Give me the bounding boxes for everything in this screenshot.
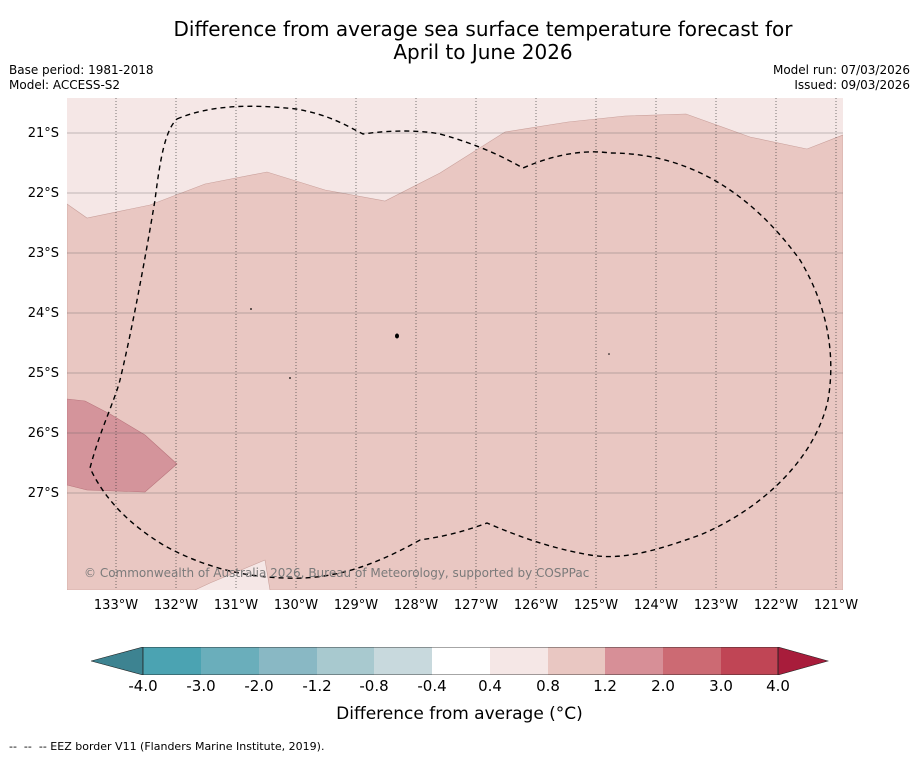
- anomaly-0.8-1.2-zone: [67, 113, 843, 590]
- colorbar-segment: [663, 647, 721, 675]
- metadata-left: Base period: 1981-2018 Model: ACCESS-S2: [9, 63, 154, 93]
- colorbar-tick-label: 0.4: [478, 677, 502, 695]
- anomaly-1.2-2.0-zone: [67, 398, 178, 493]
- colorbar-tick-label: -3.0: [186, 677, 216, 695]
- lat-label: 21°S: [27, 126, 59, 141]
- colorbar-segment: [432, 647, 490, 675]
- base-period: Base period: 1981-2018: [9, 63, 154, 77]
- colorbar-tick-label: 2.0: [651, 677, 675, 695]
- lat-label: 26°S: [27, 426, 59, 441]
- colorbar-tick-label: 4.0: [766, 677, 790, 695]
- colorbar-segment: [374, 647, 432, 675]
- title-line-2: April to June 2026: [393, 40, 573, 64]
- colorbar-tick-label: -4.0: [128, 677, 158, 695]
- colorbar-segment: [548, 647, 605, 675]
- issued-date: Issued: 09/03/2026: [794, 78, 910, 92]
- colorbar-tick-label: -2.0: [244, 677, 274, 695]
- copyright-notice: © Commonwealth of Australia 2026, Bureau…: [84, 566, 590, 580]
- metadata-right: Model run: 07/03/2026 Issued: 09/03/2026: [773, 63, 910, 93]
- colorbar-segment: [721, 647, 778, 675]
- colorbar-segment: [143, 647, 201, 675]
- lon-label: 125°W: [573, 598, 619, 613]
- lon-label: 129°W: [333, 598, 379, 613]
- islands: [250, 308, 610, 379]
- colorbar: [89, 646, 830, 676]
- model-run: Model run: 07/03/2026: [772, 63, 910, 77]
- colorbar-segment: [490, 647, 548, 675]
- lon-label: 122°W: [753, 598, 799, 613]
- colorbar-segment: [259, 647, 317, 675]
- colorbar-low-extend: [89, 646, 144, 676]
- eez-footnote: -- -- -- EEZ border V11 (Flanders Marine…: [9, 740, 325, 753]
- colorbar-tick-label: 1.2: [593, 677, 617, 695]
- longitude-gridlines: [115, 98, 837, 590]
- map-title: Difference from average sea surface temp…: [0, 18, 919, 64]
- lon-label: 131°W: [213, 598, 259, 613]
- lon-label: 121°W: [813, 598, 859, 613]
- lat-label: 27°S: [27, 486, 59, 501]
- lon-label: 130°W: [273, 598, 319, 613]
- eez-border: [89, 105, 832, 579]
- lon-label: 128°W: [393, 598, 439, 613]
- colorbar-segment: [317, 647, 374, 675]
- latitude-gridlines: [67, 132, 843, 494]
- colorbar-high-extend: [777, 646, 830, 676]
- lon-label: 126°W: [513, 598, 559, 613]
- lat-label: 25°S: [27, 366, 59, 381]
- colorbar-tick-label: 0.8: [536, 677, 560, 695]
- lat-label: 22°S: [27, 186, 59, 201]
- lon-label: 123°W: [693, 598, 739, 613]
- colorbar-tick-label: -0.4: [417, 677, 447, 695]
- colorbar-segment: [201, 647, 259, 675]
- model-name: Model: ACCESS-S2: [9, 78, 121, 92]
- colorbar-tick-label: 3.0: [709, 677, 733, 695]
- lat-label: 24°S: [27, 306, 59, 321]
- lon-label: 132°W: [153, 598, 199, 613]
- colorbar-tick-label: -0.8: [359, 677, 389, 695]
- map-area[interactable]: [67, 98, 843, 590]
- lat-label: 23°S: [27, 246, 59, 261]
- lon-label: 127°W: [453, 598, 499, 613]
- lon-label: 124°W: [633, 598, 679, 613]
- colorbar-segment: [605, 647, 663, 675]
- colorbar-label: Difference from average (°C): [336, 704, 583, 724]
- title-line-1: Difference from average sea surface temp…: [173, 17, 793, 41]
- lon-label: 133°W: [93, 598, 139, 613]
- colorbar-tick-label: -1.2: [302, 677, 332, 695]
